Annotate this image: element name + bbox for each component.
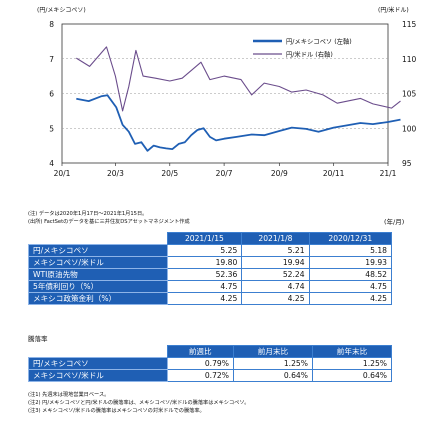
- left-tick-label: 6: [49, 90, 54, 99]
- cell-value: 19.80: [166, 256, 243, 269]
- x-tick-label: 20/11: [323, 169, 345, 178]
- cell-value: 19.94: [241, 256, 310, 269]
- cell-value: 4.25: [308, 292, 393, 305]
- chart-note-data-period: (注) データは2020年1月17日～2021年1月15日。: [28, 211, 148, 217]
- table-row: 5年債利回り（%） 4.75 4.74 4.75: [28, 280, 393, 293]
- cell-value: 19.93: [308, 256, 393, 269]
- cell-value: 0.72%: [166, 369, 234, 382]
- market-data-table: 2021/1/15 2021/1/8 2020/12/31 円/メキシコペソ 5…: [28, 232, 393, 305]
- cell-value: 4.75: [166, 280, 243, 293]
- table1-header-date: 2020/12/31: [308, 232, 393, 245]
- usd-jpy-series-line: [76, 46, 401, 112]
- x-tick-label: 20/5: [161, 169, 178, 178]
- footnote-1: (注1) 先週末は現地営業日ベース。: [28, 392, 110, 398]
- table-row: メキシコペソ/米ドル 0.72% 0.64% 0.64%: [28, 369, 393, 382]
- cell-value: 0.64%: [232, 369, 313, 382]
- cell-value: 5.18: [308, 244, 393, 257]
- cell-value: 0.64%: [311, 369, 393, 382]
- change-rate-table: 前週比 前月末比 前年末比 円/メキシコペソ 0.79% 1.25% 1.25%…: [28, 345, 393, 382]
- cell-value: 48.52: [308, 268, 393, 281]
- table-row: 円/メキシコペソ 0.79% 1.25% 1.25%: [28, 357, 393, 370]
- cell-value: 4.75: [308, 280, 393, 293]
- table2-header-period: 前年末比: [311, 345, 393, 358]
- row-label: 5年債利回り（%）: [28, 280, 168, 293]
- table-row: 円/メキシコペソ 5.25 5.21 5.18: [28, 244, 393, 257]
- left-axis-label: (円/メキシコペソ): [37, 7, 86, 14]
- table2-corner: [29, 346, 168, 358]
- mxn-jpy-series-line: [76, 94, 401, 152]
- cell-value: 1.25%: [311, 357, 393, 370]
- row-label: メキシコペソ/米ドル: [28, 256, 168, 269]
- x-tick-label: 20/7: [216, 169, 233, 178]
- x-tick-label: 20/1: [54, 169, 71, 178]
- table1-header-date: 2021/1/15: [166, 232, 243, 245]
- left-tick-label: 8: [49, 20, 54, 29]
- table1-header-date: 2021/1/8: [241, 232, 310, 245]
- table2-header-period: 前月末比: [232, 345, 313, 358]
- left-tick-label: 4: [49, 159, 54, 168]
- table2-header-period: 前週比: [166, 345, 234, 358]
- row-label: WTI原油先物: [28, 268, 168, 281]
- change-rate-caption: 騰落率: [28, 335, 48, 343]
- cell-value: 4.25: [166, 292, 243, 305]
- left-tick-label: 5: [49, 124, 54, 133]
- cell-value: 4.25: [241, 292, 310, 305]
- left-tick-label: 7: [49, 55, 54, 64]
- plot-frame: [61, 23, 389, 164]
- legend-entry: 円/米ドル (右軸): [286, 50, 333, 59]
- cell-value: 52.24: [241, 268, 310, 281]
- cell-value: 1.25%: [232, 357, 313, 370]
- right-tick-label: 110: [402, 55, 417, 64]
- x-tick-label: 21/1: [380, 169, 397, 178]
- right-tick-label: 95: [402, 159, 412, 168]
- cell-value: 4.74: [241, 280, 310, 293]
- x-tick-label: 20/9: [271, 169, 288, 178]
- right-tick-label: 105: [402, 90, 417, 99]
- legend-entry: 円/メキシコペソ (左軸): [286, 37, 352, 46]
- table-row: メキシコペソ/米ドル 19.80 19.94 19.93: [28, 256, 393, 269]
- right-tick-label: 115: [402, 20, 417, 29]
- x-unit-label: (年/月): [384, 217, 404, 226]
- row-label: メキシコ政策金利（%）: [28, 292, 168, 305]
- right-axis-label: (円/米ドル): [378, 6, 409, 14]
- footnote-3: (注3) メキシコペソ/米ドルの騰落率はメキシコペソの対米ドルでの騰落率。: [28, 408, 205, 414]
- table-row: WTI原油先物 52.36 52.24 48.52: [28, 268, 393, 281]
- table-row: メキシコ政策金利（%） 4.25 4.25 4.25: [28, 292, 393, 305]
- table1-corner: [29, 233, 168, 245]
- row-label: 円/メキシコペソ: [28, 357, 168, 370]
- cell-value: 52.36: [166, 268, 243, 281]
- right-tick-label: 100: [402, 124, 417, 133]
- cell-value: 5.21: [241, 244, 310, 257]
- x-tick-label: 20/3: [107, 169, 124, 178]
- chart-note-source: (出所) FactSetのデータを基に三井住友DSアセットマネジメント作成: [28, 219, 190, 225]
- row-label: メキシコペソ/米ドル: [28, 369, 168, 382]
- cell-value: 5.25: [166, 244, 243, 257]
- row-label: 円/メキシコペソ: [28, 244, 168, 257]
- exchange-rate-chart: 8 7 6 5 4 115 110 105 100 95 20/1 20/3 20/5 20/7 20/9 2…: [37, 6, 417, 226]
- footnote-2: (注2) 円/メキシコペソと円/米ドルの騰落率は、メキシコペソ/米ドルの騰落率は…: [28, 400, 250, 406]
- cell-value: 0.79%: [166, 357, 234, 370]
